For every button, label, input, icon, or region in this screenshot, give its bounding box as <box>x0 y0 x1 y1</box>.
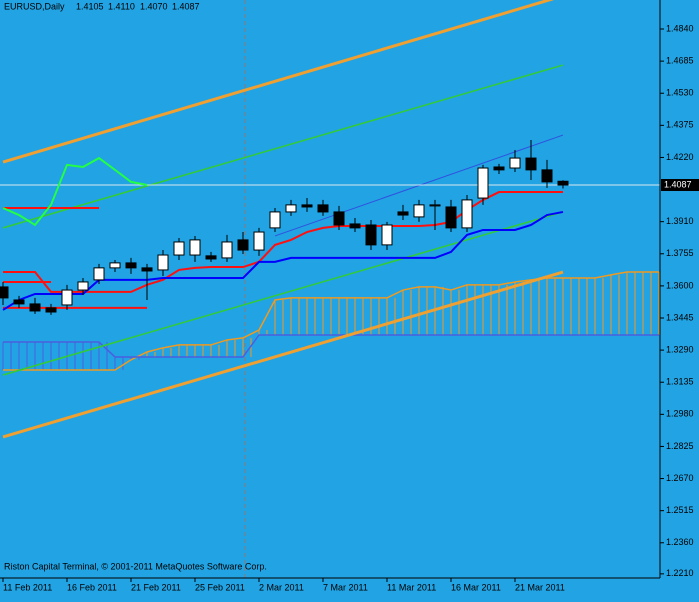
y-tick-label: 1.2825 <box>666 441 694 451</box>
candle-body <box>157 254 169 271</box>
y-tick-label: 1.2515 <box>666 505 694 515</box>
candle-body <box>333 211 345 226</box>
y-tick-label: 1.3910 <box>666 216 694 226</box>
candle-body <box>461 199 473 229</box>
y-tick-label: 1.4375 <box>666 120 694 130</box>
y-tick-label: 1.2980 <box>666 409 694 419</box>
x-tick-label: 11 Mar 2011 <box>387 582 436 592</box>
y-tick-label: 1.2210 <box>666 568 694 578</box>
candle-body <box>445 206 457 229</box>
trend-line <box>2 0 555 164</box>
plot-area <box>0 0 660 439</box>
candle-body <box>45 307 57 313</box>
cloud-span-a <box>3 271 659 371</box>
ohlc-close: 1.4087 <box>172 1 200 11</box>
indicator-line <box>2 210 564 311</box>
header: EURUSD,Daily 1.4105 1.4110 1.4070 1.4087 <box>4 1 200 11</box>
x-tick-label: 16 Feb 2011 <box>67 582 117 592</box>
y-tick-label: 1.4530 <box>666 88 694 98</box>
ohlc-high: 1.4110 <box>108 1 135 11</box>
candle-body <box>173 241 185 256</box>
candle-body <box>477 167 489 199</box>
y-tick-label: 1.3290 <box>666 344 694 354</box>
candle-body <box>141 267 153 272</box>
ohlc-open: 1.4105 <box>76 1 104 11</box>
candle-body <box>189 239 201 256</box>
candle-body <box>253 231 265 251</box>
y-tick-label: 1.4840 <box>666 23 694 33</box>
candle-body <box>317 204 329 213</box>
candle-body <box>269 211 281 229</box>
candle-body <box>301 204 313 208</box>
y-tick-label: 1.4220 <box>666 152 694 162</box>
candle-body <box>29 303 41 312</box>
candle-body <box>61 289 73 306</box>
candle-body <box>13 299 25 305</box>
y-tick-label: 1.3445 <box>666 312 694 322</box>
candle-body <box>493 166 505 171</box>
current-price-box <box>661 179 699 192</box>
x-tick-label: 11 Feb 2011 <box>3 582 52 592</box>
y-tick-label: 1.4685 <box>666 55 694 65</box>
ohlc-low: 1.4070 <box>140 1 168 11</box>
x-tick-label: 7 Mar 2011 <box>323 582 368 592</box>
y-tick-label: 1.3600 <box>666 280 694 290</box>
candle-body <box>509 157 521 169</box>
candle-body <box>541 169 553 183</box>
candle-body <box>557 180 569 186</box>
y-tick-label: 1.3755 <box>666 248 694 258</box>
candle-body <box>397 211 409 216</box>
current-price-label: 1.4087 <box>664 179 692 189</box>
copyright: Riston Capital Terminal, © 2001-2011 Met… <box>4 561 267 571</box>
candle-body <box>221 241 233 259</box>
trend-line <box>2 211 564 376</box>
candle-body <box>93 267 105 281</box>
x-tick-label: 25 Feb 2011 <box>195 582 245 592</box>
candle-body <box>525 157 537 171</box>
candle-body <box>237 239 249 251</box>
indicator-line <box>2 156 148 227</box>
candle-body <box>285 204 297 213</box>
x-tick-label: 2 Mar 2011 <box>259 582 304 592</box>
y-tick-label: 1.3135 <box>666 377 694 387</box>
candle-body <box>125 262 137 269</box>
x-tick-label: 16 Mar 2011 <box>451 582 501 592</box>
candle-body <box>429 204 441 207</box>
candle-body <box>413 204 425 218</box>
candle-body <box>365 224 377 246</box>
y-tick-label: 1.2360 <box>666 537 694 547</box>
candle-body <box>381 224 393 246</box>
symbol: EURUSD,Daily <box>4 1 65 11</box>
x-tick-label: 21 Mar 2011 <box>515 582 565 592</box>
candle-body <box>77 281 89 291</box>
candle-body <box>349 223 361 229</box>
candle-body <box>205 255 217 260</box>
trend-line <box>2 270 564 439</box>
candle-body <box>0 286 9 299</box>
trend-line <box>2 64 564 229</box>
candle-body <box>109 262 121 269</box>
x-tick-label: 21 Feb 2011 <box>131 582 181 592</box>
y-tick-label: 1.2670 <box>666 473 694 483</box>
cloud-span-b <box>3 334 659 358</box>
